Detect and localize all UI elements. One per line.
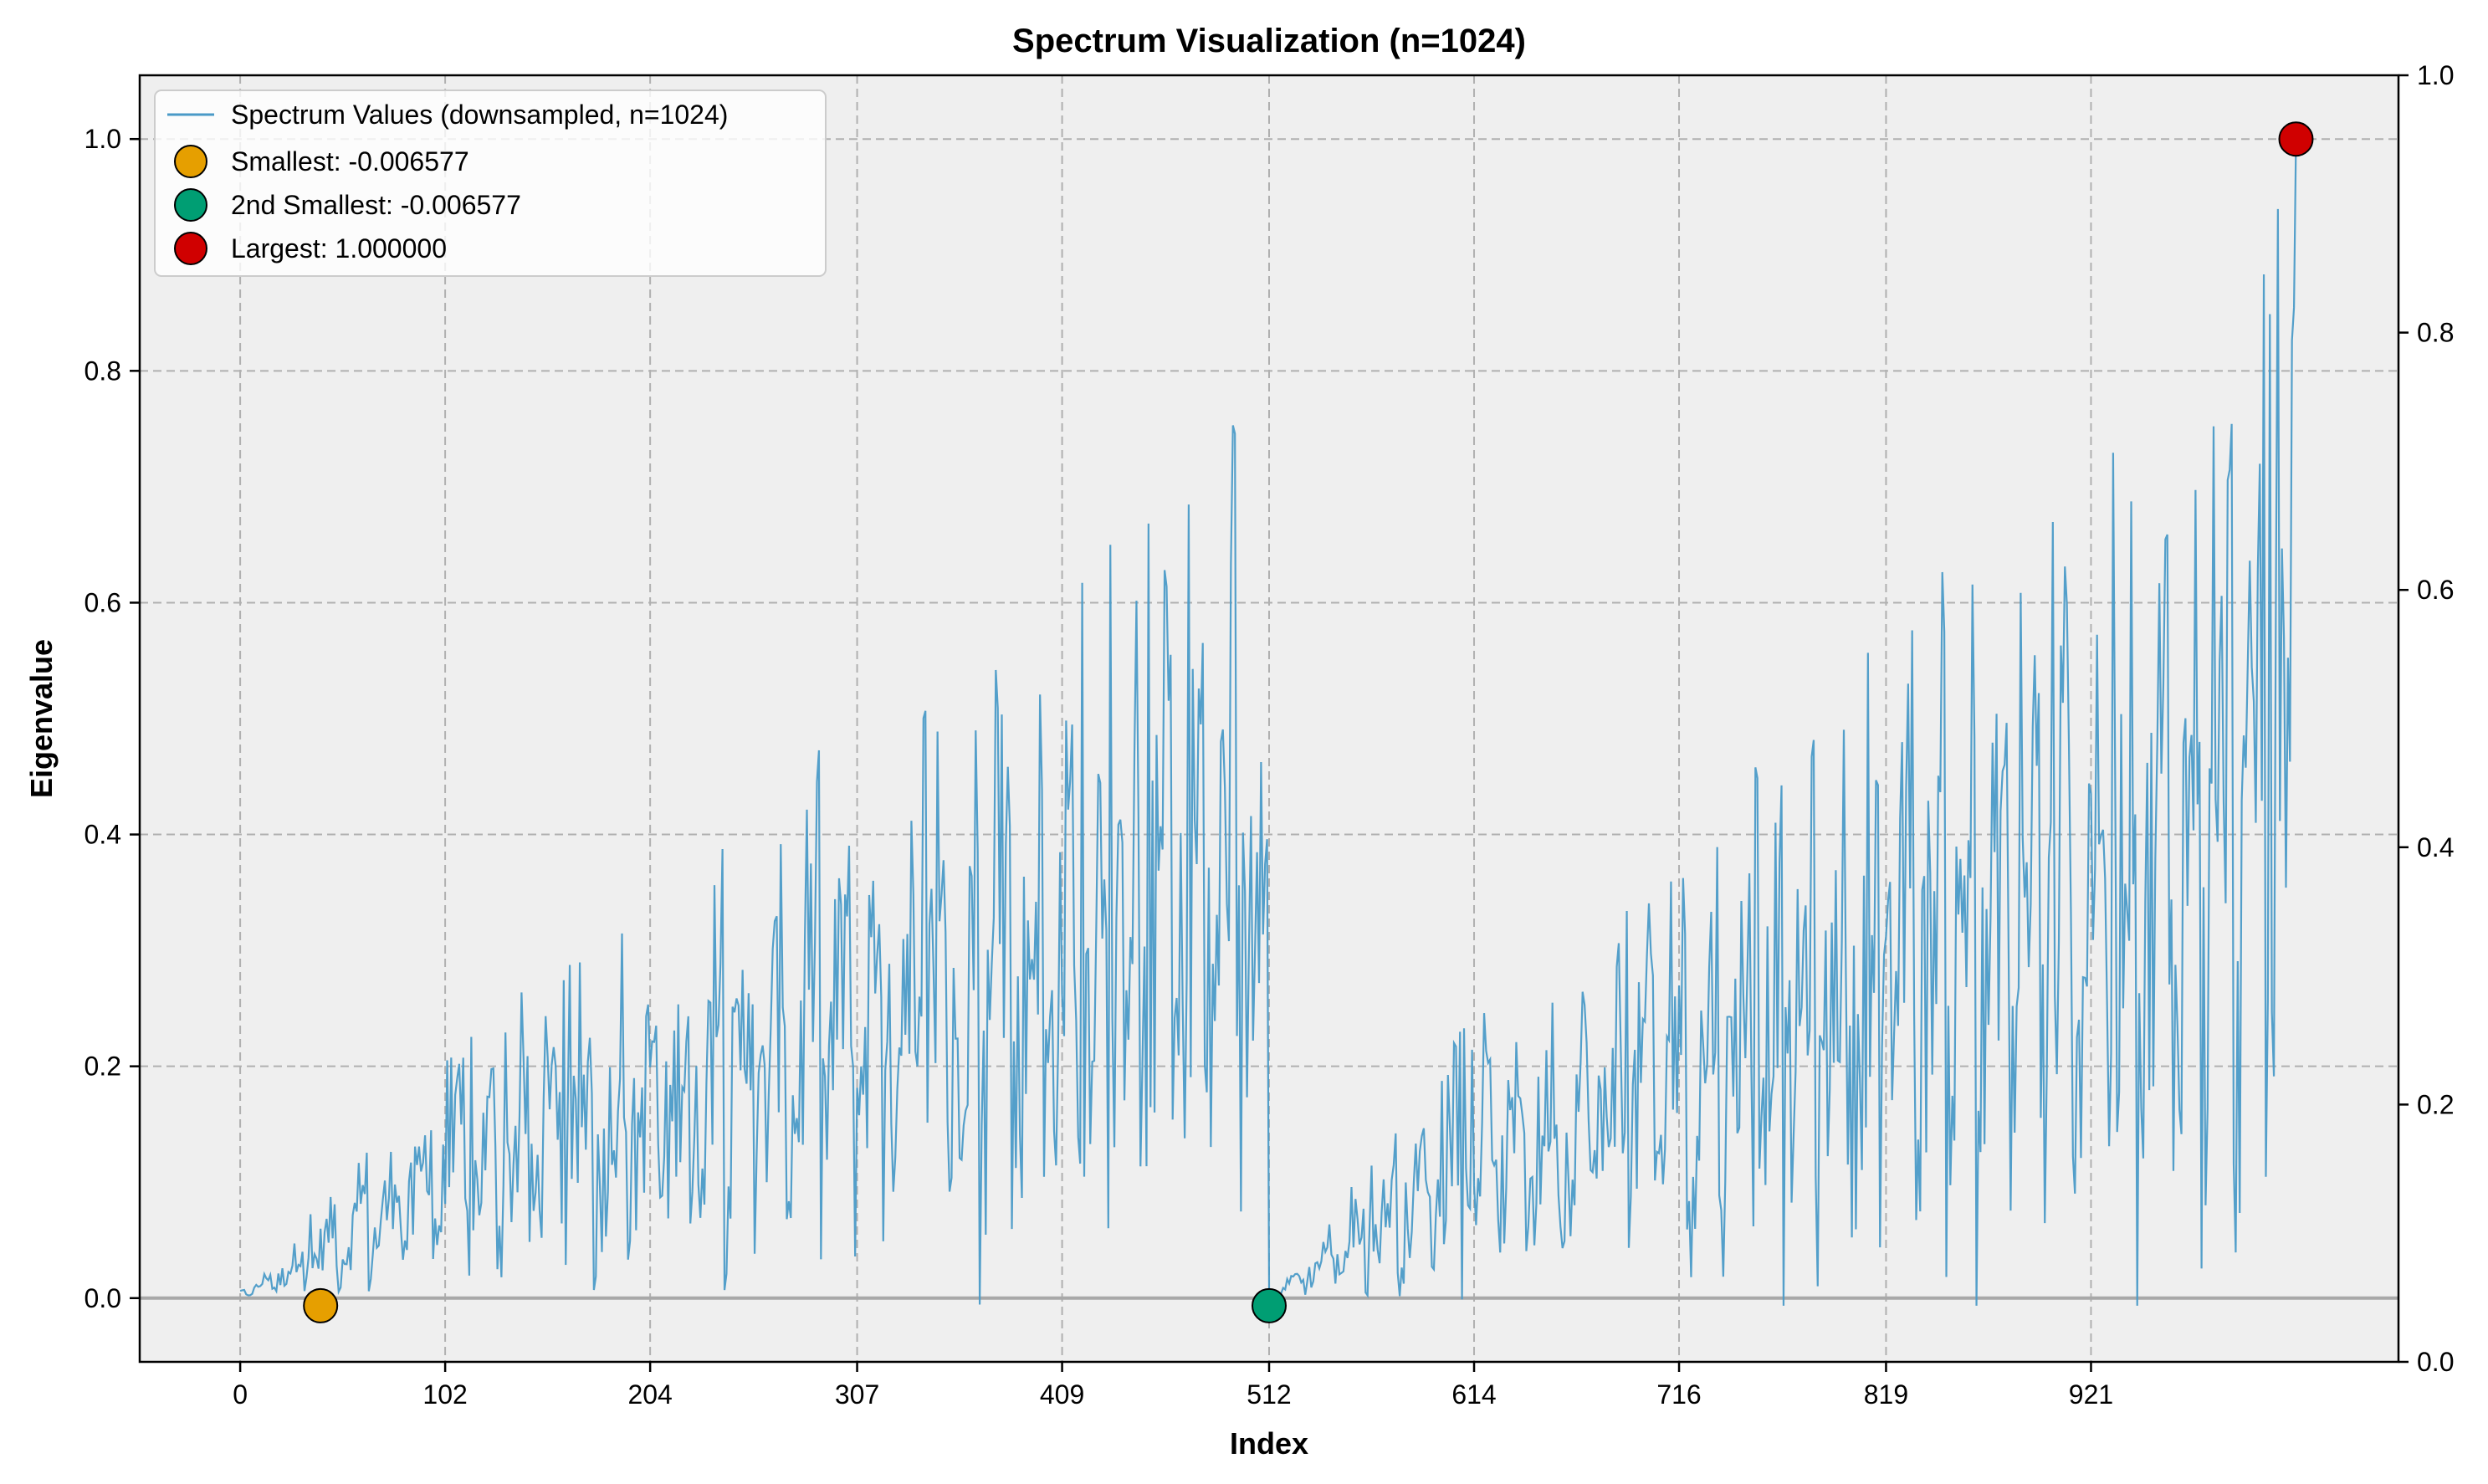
legend-second-smallest-label: 2nd Smallest: -0.006577 (231, 190, 521, 220)
legend-series-label: Spectrum Values (downsampled, n=1024) (231, 100, 728, 130)
legend-smallest-swatch (174, 145, 207, 178)
x-tick-label: 0 (233, 1379, 248, 1410)
x-tick-label: 102 (422, 1379, 467, 1410)
y-tick-label: 0.4 (84, 820, 121, 850)
right-y-tick-label: 0.0 (2417, 1347, 2454, 1377)
series-layer (239, 139, 2297, 1306)
x-axis-ticks: 0 102 204 307 409 512 614 716 819 921 (233, 1362, 2113, 1410)
legend-largest-swatch (174, 232, 207, 265)
right-y-tick-label: 0.4 (2417, 832, 2454, 862)
right-y-tick-label: 1.0 (2417, 60, 2454, 90)
marker-layer (303, 121, 2314, 1323)
smallest-marker (303, 1287, 339, 1323)
x-tick-label: 921 (2069, 1379, 2113, 1410)
y-axis-label: Eigenvalue (24, 639, 59, 798)
legend: Spectrum Values (downsampled, n=1024) Sm… (154, 90, 827, 277)
right-y-tick-label: 0.8 (2417, 318, 2454, 348)
legend-smallest-label: Smallest: -0.006577 (231, 146, 469, 177)
right-y-axis-ticks: 0.0 0.2 0.4 0.6 0.8 1.0 (2398, 60, 2454, 1377)
y-tick-label: 0.0 (84, 1283, 121, 1313)
y-tick-label: 0.2 (84, 1052, 121, 1082)
x-tick-label: 614 (1451, 1379, 1496, 1410)
y-tick-label: 1.0 (84, 124, 121, 154)
legend-box (154, 90, 827, 277)
second-smallest-marker (1252, 1287, 1287, 1323)
x-tick-label: 716 (1656, 1379, 1701, 1410)
spectrum-series-line (239, 139, 2297, 1306)
x-axis-label: Index (1230, 1426, 1308, 1461)
right-y-tick-label: 0.6 (2417, 575, 2454, 605)
x-tick-label: 512 (1247, 1379, 1291, 1410)
x-tick-label: 409 (1040, 1379, 1084, 1410)
x-tick-label: 819 (1864, 1379, 1908, 1410)
y-tick-label: 0.6 (84, 587, 121, 617)
y-tick-label: 0.8 (84, 356, 121, 386)
legend-second-smallest-swatch (174, 188, 207, 222)
x-tick-label: 307 (835, 1379, 879, 1410)
y-axis-ticks: 0.0 0.2 0.4 0.6 0.8 1.0 (84, 124, 140, 1313)
x-tick-label: 204 (627, 1379, 672, 1410)
legend-largest-label: Largest: 1.000000 (231, 233, 447, 264)
largest-marker (2278, 121, 2314, 157)
right-y-tick-label: 0.2 (2417, 1089, 2454, 1119)
chart-title: Spectrum Visualization (n=1024) (1012, 23, 1526, 59)
